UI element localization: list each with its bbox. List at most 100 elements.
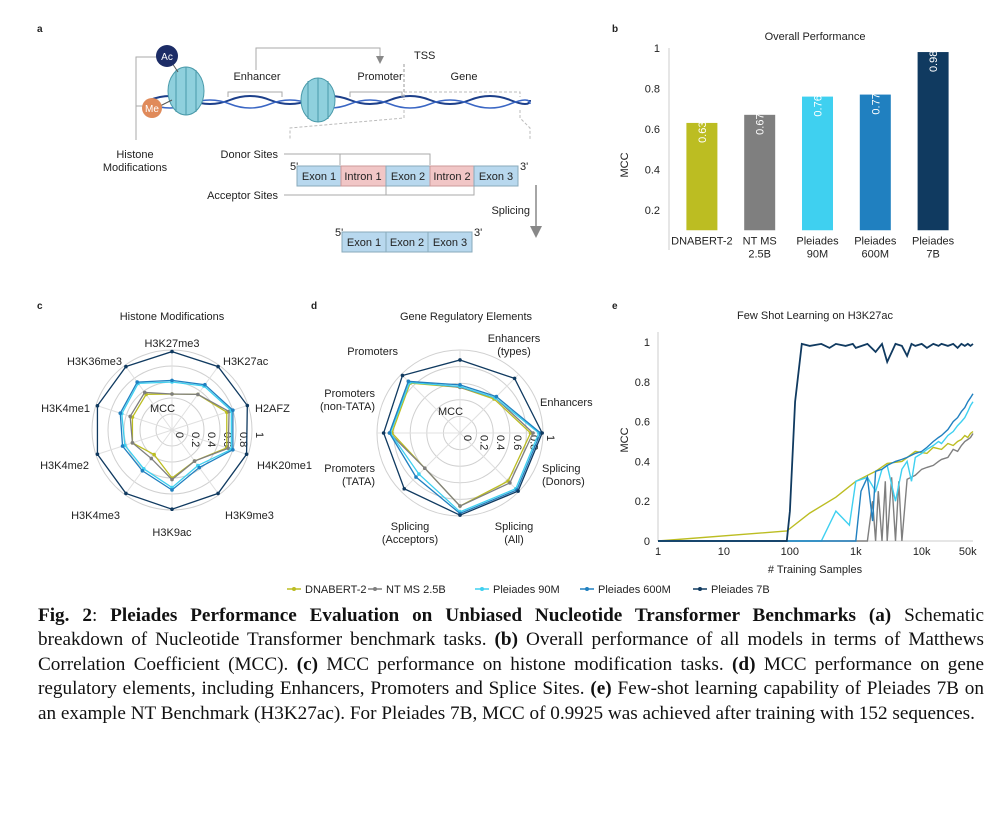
radar-ring-label: 0 bbox=[461, 435, 473, 441]
promoter-label: Promoter bbox=[357, 71, 403, 83]
radar-point bbox=[170, 488, 174, 492]
line-y-tick: 0.4 bbox=[635, 456, 650, 468]
legend-marker bbox=[480, 587, 484, 591]
radar-point bbox=[414, 475, 418, 479]
line-chart: Few Shot Learning on H3K27ac MCC # Trainin… bbox=[619, 310, 977, 576]
line-series bbox=[657, 430, 974, 542]
legend-item-label: NT MS 2.5B bbox=[386, 584, 446, 596]
radar-axis-label: (types) bbox=[497, 346, 531, 358]
caption-tag-c: (c) bbox=[296, 653, 318, 675]
bar-category-label: Pleiades bbox=[854, 235, 897, 247]
radar-axis-label: Promoters bbox=[324, 388, 375, 400]
radar-axis-label: (All) bbox=[504, 534, 524, 546]
caption-tag-d: (d) bbox=[732, 653, 756, 675]
panel-a-label: a bbox=[37, 24, 43, 35]
radar-point bbox=[149, 456, 154, 461]
legend-marker bbox=[373, 587, 377, 591]
radar-point bbox=[406, 379, 411, 384]
bar-category-label: Pleiades bbox=[796, 235, 839, 247]
caption-figure-label: Fig. 2 bbox=[38, 605, 92, 626]
panel-b-label: b bbox=[612, 24, 618, 35]
radar-point bbox=[381, 431, 386, 435]
radar-point bbox=[170, 477, 174, 482]
bar-value-label: 0.77 bbox=[870, 93, 882, 114]
radar-point bbox=[192, 459, 197, 463]
radar-point bbox=[458, 513, 462, 517]
radar-point bbox=[458, 504, 462, 508]
legend-item-label: Pleiades 7B bbox=[711, 584, 770, 596]
radar-axis-label: H3K36me3 bbox=[67, 356, 122, 368]
line-y-tick: 0.6 bbox=[635, 417, 650, 429]
bar-y-tick: 0.8 bbox=[645, 84, 660, 96]
radar-ring-label: 1 bbox=[544, 435, 556, 441]
radar-axis-label: H3K4me2 bbox=[40, 460, 89, 472]
radar-axis-label: Splicing bbox=[391, 521, 430, 533]
line-x-tick: 10k bbox=[913, 546, 931, 558]
bar bbox=[917, 52, 949, 231]
svg-text:Exon 1: Exon 1 bbox=[347, 237, 381, 249]
bar bbox=[744, 114, 776, 231]
radar-point bbox=[494, 394, 499, 399]
radar-point bbox=[135, 380, 140, 384]
exon-2: Exon 2 bbox=[391, 171, 425, 183]
bar-chart-ylabel: MCC bbox=[619, 152, 631, 177]
panel-c-label: c bbox=[37, 301, 43, 312]
radar-point bbox=[231, 408, 235, 413]
bar-value-label: 0.76 bbox=[813, 95, 825, 116]
line-x-tick: 1 bbox=[655, 546, 661, 558]
bar-category-label: 7B bbox=[926, 248, 939, 260]
figure: a Ac Me Histone Modifications bbox=[37, 24, 977, 596]
radar-point bbox=[142, 390, 147, 395]
radar-point bbox=[170, 392, 174, 396]
radar-point bbox=[458, 358, 462, 362]
radar-point bbox=[402, 486, 407, 491]
bar-category-label: 90M bbox=[807, 248, 828, 260]
radar-point bbox=[400, 373, 405, 378]
tss-label: TSS bbox=[414, 50, 435, 62]
mrna-row: Exon 1 Exon 2 Exon 3 bbox=[341, 231, 473, 253]
bar bbox=[859, 94, 891, 231]
radar-point bbox=[95, 452, 100, 457]
radar-point bbox=[130, 441, 135, 445]
pre-mrna-row: Exon 1 Intron 1 Exon 2 Intron 2 Exon 3 bbox=[296, 165, 519, 187]
radar-ring-label: 0.2 bbox=[478, 435, 490, 450]
bar-category-label: Pleiades bbox=[912, 235, 955, 247]
radar-spoke bbox=[400, 432, 461, 493]
bar-category-label: DNABERT-2 bbox=[671, 235, 733, 247]
caption-text-e: Few-shot learning capability of Pleiades… bbox=[38, 678, 984, 724]
radar-center-label: MCC bbox=[438, 406, 463, 418]
radar-point bbox=[95, 403, 100, 408]
line-chart-xlabel: # Training Samples bbox=[768, 564, 863, 576]
legend-item-label: Pleiades 90M bbox=[493, 584, 560, 596]
bar-y-tick: 0.4 bbox=[645, 165, 660, 177]
svg-text:Modifications: Modifications bbox=[103, 162, 168, 174]
radar-ring-label: 0.4 bbox=[494, 435, 506, 450]
caption-tag-a: (a) bbox=[868, 605, 892, 626]
radar-point bbox=[508, 481, 512, 485]
radar-axis-label: H3K4me1 bbox=[41, 403, 90, 415]
bar-chart-title: Overall Performance bbox=[765, 31, 866, 43]
radar-spoke bbox=[171, 404, 249, 431]
bar-value-label: 0.67 bbox=[755, 113, 767, 134]
svg-text:3': 3' bbox=[474, 227, 482, 239]
intron-2: Intron 2 bbox=[433, 171, 470, 183]
radar-axis-label: H3K9me3 bbox=[225, 510, 274, 522]
methyl-mark-icon bbox=[142, 98, 162, 118]
radar-axis-label: H3K4me3 bbox=[71, 510, 120, 522]
line-x-tick: 50k bbox=[959, 546, 977, 558]
line-y-tick: 0 bbox=[644, 536, 650, 548]
radar-spoke bbox=[124, 364, 173, 431]
caption-text-d: MCC performance on gene regulatory eleme… bbox=[38, 653, 984, 700]
donor-sites-label: Donor Sites bbox=[221, 149, 279, 161]
radar-ring-label: 0.2 bbox=[189, 432, 201, 447]
line-x-tick: 1k bbox=[850, 546, 862, 558]
exon-3: Exon 3 bbox=[479, 171, 513, 183]
radar-point bbox=[152, 452, 156, 457]
radar-point bbox=[422, 466, 427, 471]
radar-point bbox=[124, 491, 128, 496]
histone-connector bbox=[135, 56, 160, 140]
radar-axis-label: Promoters bbox=[324, 463, 375, 475]
